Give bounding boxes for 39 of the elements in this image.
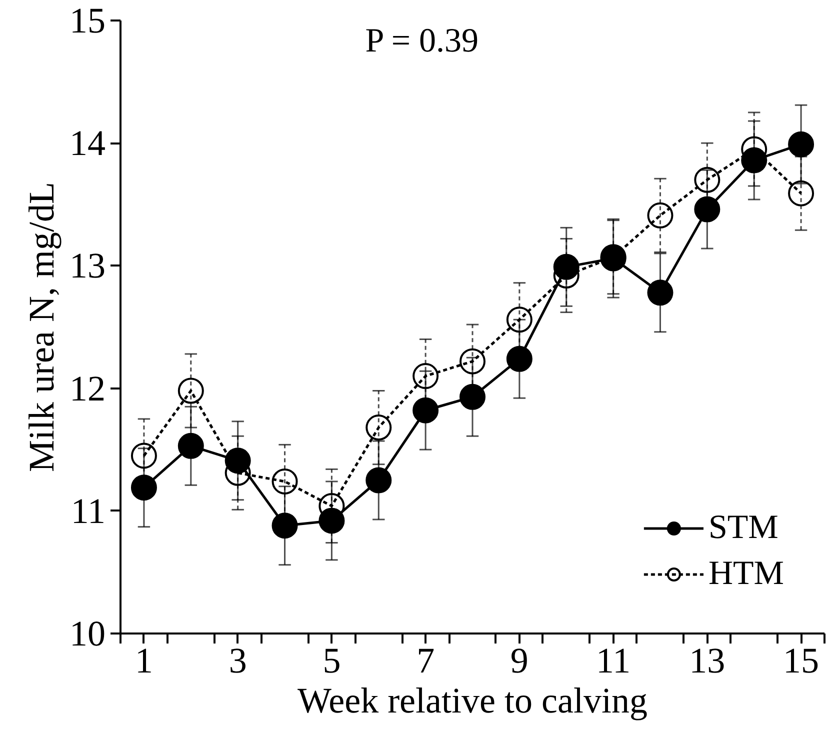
x-tick-label: 9 [510, 640, 528, 680]
point [272, 468, 298, 494]
point [130, 442, 157, 469]
point [460, 348, 486, 374]
x-axis-title: Week relative to calving [298, 680, 648, 720]
y-axis-title: Milk urea N, mg/dL [22, 182, 62, 472]
y-tick-label: 11 [70, 490, 106, 531]
point [460, 384, 486, 410]
x-tick-label: 13 [689, 640, 726, 680]
point [506, 306, 532, 333]
x-tick-label: 5 [322, 640, 341, 680]
x-tick-label: 3 [228, 640, 247, 680]
point [130, 474, 157, 501]
point [694, 196, 720, 222]
y-tick-label: 12 [70, 368, 106, 408]
point [412, 397, 439, 424]
annotation: P = 0.39 [365, 22, 479, 60]
point [178, 432, 204, 459]
y-tick-label: 14 [70, 123, 106, 164]
point [178, 378, 204, 404]
legend-label: HTM [708, 555, 784, 593]
point [272, 512, 298, 539]
point [366, 467, 392, 494]
point [788, 131, 814, 158]
point [506, 346, 532, 372]
point [647, 202, 674, 228]
point [788, 180, 814, 206]
y-tick-label: 10 [70, 614, 106, 654]
y-tick-label: 15 [70, 0, 106, 40]
y-tick-label: 13 [70, 246, 106, 286]
x-tick-label: 1 [134, 640, 153, 680]
point [366, 414, 392, 441]
x-tick-label: 15 [783, 640, 820, 680]
x-tick-label: 7 [416, 640, 435, 680]
x-tick-label: 11 [596, 640, 631, 680]
legend-label: STM [708, 509, 778, 547]
point [412, 363, 439, 390]
point [647, 280, 674, 306]
point [694, 166, 720, 193]
